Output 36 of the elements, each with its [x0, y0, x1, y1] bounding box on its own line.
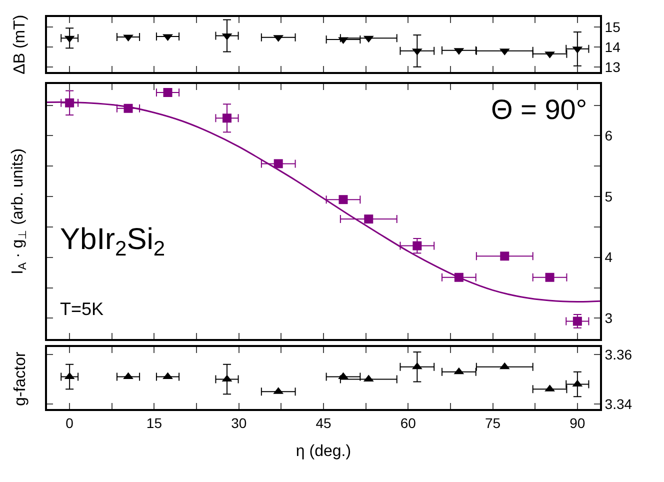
- point: [500, 252, 510, 261]
- x-axis-title: η (deg.): [296, 443, 352, 460]
- point: [162, 372, 173, 380]
- point: [163, 88, 172, 98]
- y-axis-title: g-factor: [12, 351, 29, 406]
- y-axis-title: ΔB (mT): [11, 14, 28, 74]
- point: [222, 114, 232, 123]
- x-tick-label: 30: [231, 414, 247, 431]
- x-tick-label: 60: [400, 414, 416, 431]
- point: [274, 159, 283, 168]
- annotation: T=5K: [60, 299, 104, 319]
- x-tick-label: 15: [146, 414, 162, 431]
- x-tick-label: 90: [570, 414, 586, 431]
- point: [338, 372, 348, 380]
- point: [364, 214, 374, 224]
- y-tick-label: 13: [604, 58, 621, 75]
- annotation: Θ = 90°: [491, 94, 588, 125]
- x-tick-label: 0: [66, 414, 74, 431]
- point: [123, 372, 134, 380]
- point: [572, 316, 582, 326]
- y-tick-label: 6: [604, 128, 613, 144]
- y-tick-label: 3: [604, 310, 613, 326]
- y-tick-label: 3.36: [604, 346, 632, 362]
- point: [545, 272, 554, 282]
- y-tick-label: 3.34: [604, 396, 632, 412]
- annotation: YbIr$_{2}$Si$_{2}$: [60, 223, 166, 260]
- y-tick-label: 14: [604, 38, 621, 55]
- point: [338, 37, 348, 44]
- x-tick-label: 75: [485, 414, 501, 431]
- point: [338, 195, 348, 204]
- y-tick-label: 15: [604, 18, 621, 35]
- y-tick-label: 4: [604, 249, 613, 266]
- point: [162, 34, 173, 42]
- point: [412, 241, 422, 250]
- x-tick-label: 45: [316, 414, 332, 431]
- y-tick-label: 5: [604, 188, 613, 204]
